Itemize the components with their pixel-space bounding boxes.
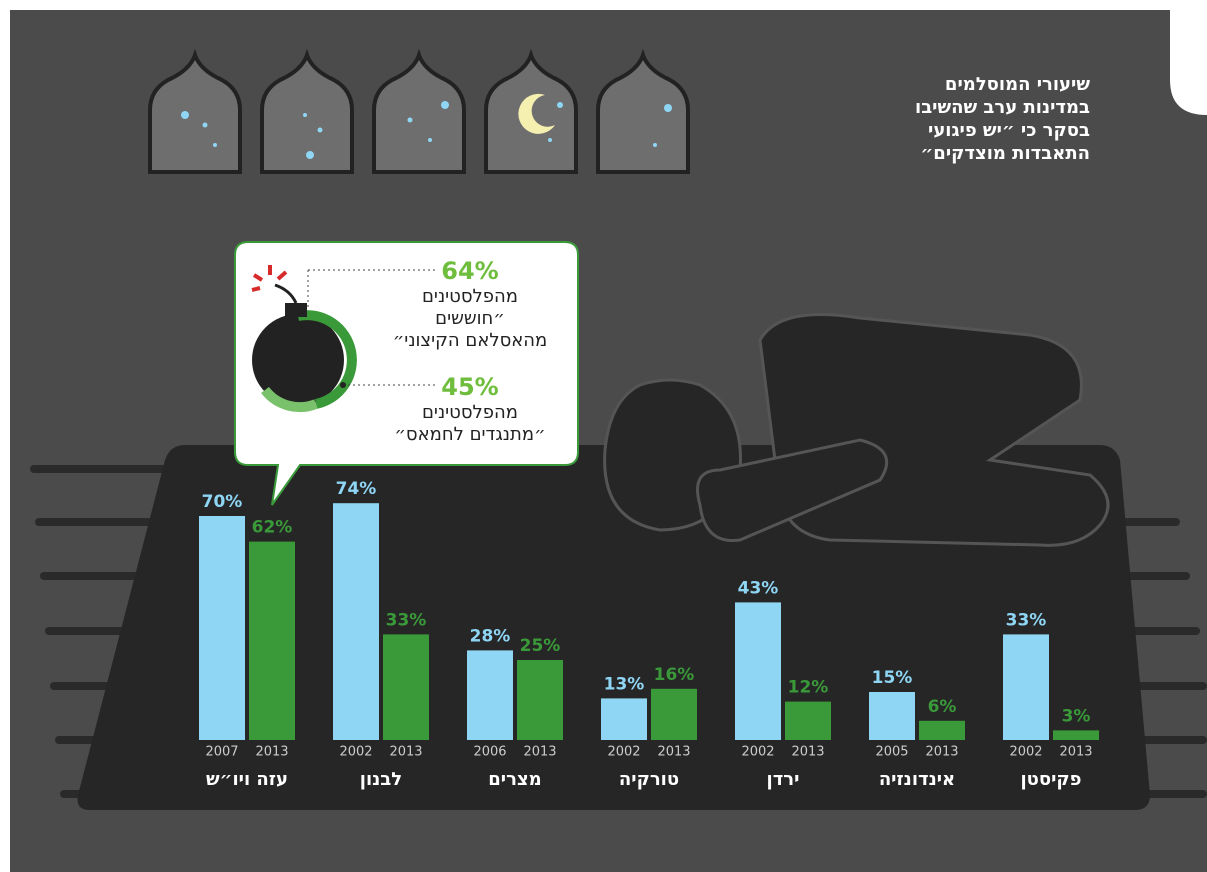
value-label: 70% (202, 492, 243, 512)
year-label: 2002 (741, 745, 774, 760)
bar (869, 692, 915, 740)
bar (919, 721, 965, 740)
bar (467, 650, 513, 740)
callout-text: מהפלסטינים (422, 286, 518, 307)
bar (199, 516, 245, 740)
year-label: 2002 (1009, 745, 1042, 760)
year-label: 2007 (205, 745, 238, 760)
title-line: שיעורי המוסלמים (945, 74, 1090, 95)
value-label: 28% (470, 626, 511, 646)
callout-text: מהפלסטינים (422, 402, 518, 423)
title-line: בסקר כי ״יש פיגועי (928, 120, 1090, 141)
callout-text: ״מתנגדים לחמאס״ (394, 424, 545, 445)
value-label: 43% (738, 578, 779, 598)
corner (1175, 10, 1207, 112)
year-label: 2002 (339, 745, 372, 760)
category-label: מצרים (488, 769, 541, 790)
value-label: 33% (386, 610, 427, 630)
year-label: 2013 (389, 745, 422, 760)
value-label: 12% (788, 678, 829, 698)
bar (601, 698, 647, 740)
category-label: ירדן (767, 769, 800, 790)
category-label: פקיסטן (1020, 769, 1081, 790)
bar (249, 542, 295, 740)
bar (333, 503, 379, 740)
callout-stat: 45% (441, 373, 498, 401)
value-label: 25% (520, 636, 561, 656)
bar (785, 702, 831, 740)
value-label: 6% (928, 697, 957, 717)
value-label: 16% (654, 665, 695, 685)
year-label: 2013 (791, 745, 824, 760)
bar (651, 689, 697, 740)
callout-text: מהאסלאם הקיצוני״ (393, 330, 548, 351)
year-label: 2013 (657, 745, 690, 760)
year-label: 2002 (607, 745, 640, 760)
value-label: 13% (604, 674, 645, 694)
year-label: 2013 (523, 745, 556, 760)
value-label: 15% (872, 668, 913, 688)
year-label: 2006 (473, 745, 506, 760)
bar (517, 660, 563, 740)
value-label: 74% (336, 479, 377, 499)
category-label: טורקיה (619, 769, 679, 790)
bar (1053, 730, 1099, 740)
year-label: 2013 (255, 745, 288, 760)
bar (735, 602, 781, 740)
value-label: 62% (252, 518, 293, 538)
callout (235, 242, 578, 505)
year-label: 2013 (1059, 745, 1092, 760)
year-label: 2013 (925, 745, 958, 760)
value-label: 33% (1006, 610, 1047, 630)
category-label: לבנון (360, 769, 402, 790)
callout-stat: 64% (441, 257, 498, 285)
title-line: התאבדות מוצדקים״ (921, 143, 1090, 164)
bar (383, 634, 429, 740)
category-label: עזה ויו״ש (206, 769, 288, 790)
callout-text: ״חוששים (435, 308, 505, 329)
year-label: 2005 (875, 745, 908, 760)
title-line: במדינות ערב שהשיבו (915, 97, 1090, 118)
bar (1003, 634, 1049, 740)
value-label: 3% (1062, 706, 1091, 726)
category-label: אינדונזיה (879, 769, 955, 790)
infographic: שיעורי המוסלמיםבמדינות ערב שהשיבובסקר כי… (0, 0, 1207, 872)
